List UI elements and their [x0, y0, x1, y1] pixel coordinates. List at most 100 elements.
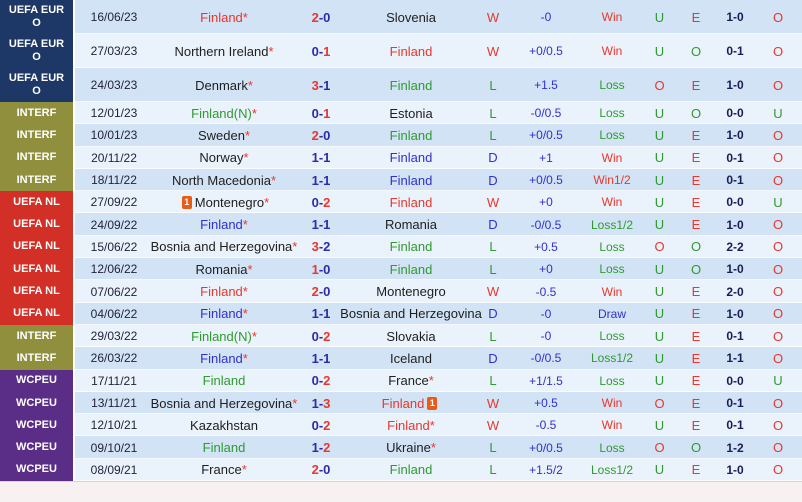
even-odd: O — [676, 102, 716, 124]
asterisk-mark: * — [241, 462, 247, 478]
table-row: WCPEU 08/09/21 France * 2-0 Finland L +1.… — [0, 458, 802, 482]
away-goals: 1 — [323, 43, 331, 59]
match-date: 17/11/21 — [75, 370, 153, 392]
goals-over-under: O — [643, 436, 676, 458]
goals-over-under: U — [643, 213, 676, 235]
home-goals: 1 — [311, 350, 319, 366]
asterisk-mark: * — [264, 194, 270, 210]
match-score: 0-2 — [295, 370, 347, 392]
match-date: 13/11/21 — [75, 392, 153, 414]
competition-label: UEFA EURO — [8, 4, 65, 29]
score-separator: - — [318, 261, 324, 277]
handicap-result: Loss — [581, 258, 643, 280]
asian-handicap: +0 — [511, 191, 581, 213]
score-separator: - — [318, 284, 324, 300]
competition-badge: WCPEU — [0, 391, 75, 415]
asian-handicap: -0 — [511, 303, 581, 325]
away-team-cell: Finland * — [347, 414, 475, 436]
match-date: 15/06/22 — [75, 236, 153, 258]
away-goals: 1 — [323, 105, 331, 121]
asian-handicap: +0 — [511, 258, 581, 280]
secondary-score: 0-1 — [716, 147, 754, 169]
team-name: Bosnia and Herzegovina — [150, 395, 293, 411]
goals-over-under: U — [643, 191, 676, 213]
match-score: 1-3 — [295, 392, 347, 414]
even-odd: E — [676, 0, 716, 34]
secondary-score: 0-0 — [716, 370, 754, 392]
home-goals: 0 — [311, 194, 319, 210]
home-team-cell: France * — [153, 459, 295, 481]
wdl-result: L — [475, 236, 511, 258]
table-row: UEFA NL 12/06/22 Romania * 1-0 Finland L … — [0, 258, 802, 281]
away-team-cell: Finland — [347, 68, 475, 102]
away-team-cell: Montenegro — [347, 280, 475, 302]
match-score: 1-1 — [295, 347, 347, 369]
even-odd: E — [676, 347, 716, 369]
away-team-cell: Romania — [347, 213, 475, 235]
team-name: Bosnia and Herzegovina — [340, 306, 482, 322]
asterisk-mark: * — [429, 417, 435, 433]
score-separator: - — [318, 217, 324, 233]
team-name: Kazakhstan — [190, 417, 258, 433]
team-name: Finland — [389, 261, 433, 277]
competition-badge: UEFA EURO — [0, 34, 75, 68]
asterisk-mark: * — [243, 150, 249, 166]
table-row: UEFA EURO 16/06/23 Finland * 2-0 Slovenia… — [0, 0, 802, 34]
match-score: 1-1 — [295, 169, 347, 191]
match-date: 16/06/23 — [75, 0, 153, 34]
wdl-result: D — [475, 303, 511, 325]
secondary-score: 1-0 — [716, 0, 754, 34]
handicap-result: Win — [581, 414, 643, 436]
score-separator: - — [318, 395, 324, 411]
home-team-cell: Finland — [153, 370, 295, 392]
team-name: Finland — [389, 239, 433, 255]
handicap-result: Win — [581, 147, 643, 169]
handicap-result: Loss1/2 — [581, 213, 643, 235]
even-odd: E — [676, 414, 716, 436]
asian-handicap: +1/1.5 — [511, 370, 581, 392]
competition-badge: INTERF — [0, 324, 75, 348]
competition-badge: UEFA NL — [0, 258, 75, 281]
away-team-cell: Finland — [347, 258, 475, 280]
handicap-result: Loss — [581, 325, 643, 347]
away-goals: 2 — [323, 194, 331, 210]
competition-label: WCPEU — [16, 396, 57, 409]
goals-over-under: U — [643, 370, 676, 392]
home-team-cell: Finland(N) * — [153, 325, 295, 347]
table-row: UEFA NL 15/06/22 Bosnia and Herzegovina *… — [0, 235, 802, 259]
home-team-cell: North Macedonia * — [153, 169, 295, 191]
asterisk-mark: * — [244, 127, 251, 143]
wdl-result: D — [475, 213, 511, 235]
asian-handicap: -0.5 — [511, 414, 581, 436]
asian-handicap: -0.5 — [511, 280, 581, 302]
asian-handicap: +0.5 — [511, 392, 581, 414]
even-odd: O — [676, 236, 716, 258]
corners-over-under: O — [754, 169, 802, 191]
match-score: 3-2 — [295, 236, 347, 258]
secondary-score: 0-1 — [716, 392, 754, 414]
wdl-result: L — [475, 68, 511, 102]
competition-badge: UEFA NL — [0, 235, 75, 259]
secondary-score: 0-0 — [716, 191, 754, 213]
home-goals: 2 — [311, 284, 319, 300]
wdl-result: W — [475, 0, 511, 34]
even-odd: E — [676, 68, 716, 102]
wdl-result: L — [475, 124, 511, 146]
home-team-cell: Finland * — [153, 303, 295, 325]
table-row: INTERF 12/01/23 Finland(N) * 0-1 Estonia … — [0, 102, 802, 125]
goals-over-under: O — [643, 236, 676, 258]
home-goals: 0 — [311, 373, 319, 389]
match-score: 0-2 — [295, 414, 347, 436]
secondary-score: 0-1 — [716, 414, 754, 436]
competition-badge: WCPEU — [0, 458, 75, 482]
secondary-score: 1-0 — [716, 258, 754, 280]
team-name: Finland — [389, 194, 433, 210]
table-row: INTERF 10/01/23 Sweden * 2-0 Finland L +0… — [0, 124, 802, 147]
asterisk-mark: * — [242, 9, 248, 25]
handicap-result: Loss1/2 — [581, 347, 643, 369]
team-name: North Macedonia — [171, 172, 271, 188]
corners-over-under: O — [754, 213, 802, 235]
home-team-cell: 1 Montenegro * — [153, 191, 295, 213]
wdl-result: W — [475, 280, 511, 302]
home-goals: 1 — [311, 150, 319, 166]
